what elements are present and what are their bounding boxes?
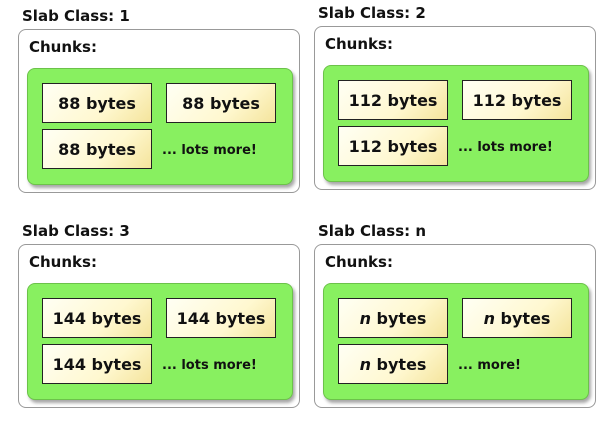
- chunk-size-var: n: [483, 308, 495, 328]
- chunk-area: 144 bytes 144 bytes 144 bytes ... lots m…: [27, 283, 293, 400]
- chunk: 144 bytes: [42, 298, 152, 338]
- chunk-area: 112 bytes 112 bytes 112 bytes ... lots m…: [323, 65, 589, 182]
- chunk: 88 bytes: [166, 83, 276, 123]
- slab-box: Chunks: 112 bytes 112 bytes 112 bytes ..…: [314, 26, 596, 190]
- chunk-unit: bytes: [376, 308, 427, 328]
- slab-box: Chunks: n bytes n bytes n bytes ... more…: [314, 244, 596, 408]
- chunk: 88 bytes: [42, 83, 152, 123]
- slab-title: Slab Class: 1: [22, 7, 130, 25]
- chunk: 88 bytes: [42, 129, 152, 169]
- chunks-label: Chunks:: [29, 253, 97, 271]
- slab-title: Slab Class: 2: [318, 4, 426, 22]
- chunks-label: Chunks:: [325, 253, 393, 271]
- chunk-size-var: n: [359, 308, 371, 328]
- slab-title: Slab Class: 3: [22, 222, 130, 240]
- slab-title: Slab Class: n: [318, 222, 427, 240]
- slab-box: Chunks: 88 bytes 88 bytes 88 bytes ... l…: [18, 29, 300, 193]
- chunks-label: Chunks:: [29, 38, 97, 56]
- slab-class-2: Slab Class: 2 Chunks: 112 bytes 112 byte…: [314, 4, 603, 190]
- chunk-area: 88 bytes 88 bytes 88 bytes ... lots more…: [27, 68, 293, 185]
- chunk: 112 bytes: [338, 126, 448, 166]
- chunk-area: n bytes n bytes n bytes ... more!: [323, 283, 589, 400]
- more-label: ... more!: [458, 358, 521, 373]
- chunk-size-var: n: [359, 354, 371, 374]
- chunk: 144 bytes: [42, 344, 152, 384]
- slab-class-1: Slab Class: 1 Chunks: 88 bytes 88 bytes …: [18, 7, 308, 193]
- chunk: n bytes: [462, 298, 572, 338]
- chunk: 112 bytes: [462, 80, 572, 120]
- slab-box: Chunks: 144 bytes 144 bytes 144 bytes ..…: [18, 244, 300, 408]
- chunks-label: Chunks:: [325, 35, 393, 53]
- slab-class-3: Slab Class: 3 Chunks: 144 bytes 144 byte…: [18, 222, 308, 408]
- chunk: 144 bytes: [166, 298, 276, 338]
- slab-class-n: Slab Class: n Chunks: n bytes n bytes n …: [314, 222, 603, 408]
- more-label: ... lots more!: [162, 143, 257, 158]
- chunk: 112 bytes: [338, 80, 448, 120]
- more-label: ... lots more!: [162, 358, 257, 373]
- chunk-unit: bytes: [376, 354, 427, 374]
- chunk-unit: bytes: [500, 308, 551, 328]
- more-label: ... lots more!: [458, 140, 553, 155]
- chunk: n bytes: [338, 298, 448, 338]
- chunk: n bytes: [338, 344, 448, 384]
